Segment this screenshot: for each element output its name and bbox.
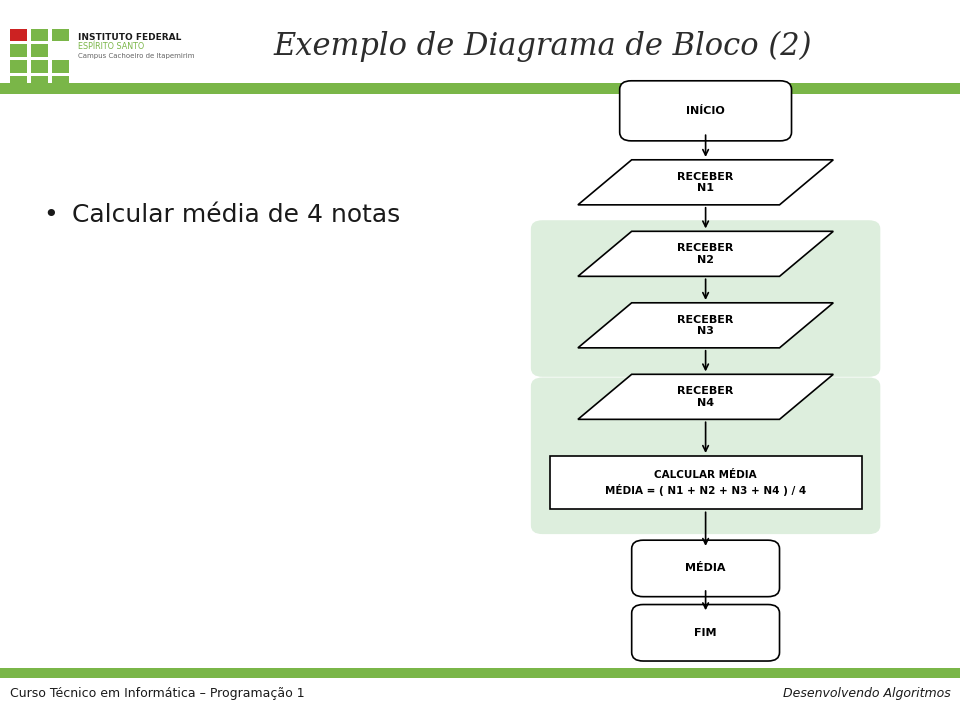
Text: FIM: FIM — [694, 628, 717, 638]
Text: Curso Técnico em Informática – Programação 1: Curso Técnico em Informática – Programaç… — [10, 687, 304, 700]
FancyBboxPatch shape — [620, 81, 791, 141]
FancyBboxPatch shape — [31, 60, 48, 73]
Text: Calcular média de 4 notas: Calcular média de 4 notas — [72, 202, 400, 227]
FancyBboxPatch shape — [0, 668, 960, 678]
Polygon shape — [578, 375, 833, 419]
FancyBboxPatch shape — [31, 76, 48, 89]
FancyBboxPatch shape — [531, 220, 880, 377]
Text: INÍCIO: INÍCIO — [686, 106, 725, 116]
FancyBboxPatch shape — [10, 44, 27, 57]
Text: CALCULAR MÉDIA
MÉDIA = ( N1 + N2 + N3 + N4 ) / 4: CALCULAR MÉDIA MÉDIA = ( N1 + N2 + N3 + … — [605, 470, 806, 495]
Polygon shape — [578, 231, 833, 276]
Text: RECEBER
N3: RECEBER N3 — [678, 315, 733, 336]
Text: RECEBER
N4: RECEBER N4 — [678, 386, 733, 408]
Text: •: • — [43, 202, 58, 227]
FancyBboxPatch shape — [10, 76, 27, 89]
Text: RECEBER
N1: RECEBER N1 — [678, 172, 733, 193]
FancyBboxPatch shape — [0, 83, 960, 94]
FancyBboxPatch shape — [10, 29, 27, 41]
FancyBboxPatch shape — [52, 76, 69, 89]
Text: MÉDIA: MÉDIA — [685, 563, 726, 573]
Text: Desenvolvendo Algoritmos: Desenvolvendo Algoritmos — [782, 687, 950, 700]
FancyBboxPatch shape — [31, 29, 48, 41]
FancyBboxPatch shape — [632, 541, 780, 596]
FancyBboxPatch shape — [549, 456, 861, 509]
FancyBboxPatch shape — [531, 378, 880, 534]
FancyBboxPatch shape — [632, 604, 780, 661]
Text: Campus Cachoeiro de Itapemirim: Campus Cachoeiro de Itapemirim — [78, 53, 194, 59]
Text: ESPÍRITO SANTO: ESPÍRITO SANTO — [78, 42, 144, 51]
FancyBboxPatch shape — [31, 44, 48, 57]
Polygon shape — [578, 303, 833, 347]
FancyBboxPatch shape — [52, 60, 69, 73]
Text: INSTITUTO FEDERAL: INSTITUTO FEDERAL — [78, 33, 181, 41]
FancyBboxPatch shape — [52, 29, 69, 41]
Polygon shape — [578, 160, 833, 204]
Text: Exemplo de Diagrama de Bloco (2): Exemplo de Diagrama de Bloco (2) — [274, 31, 811, 62]
Text: RECEBER
N2: RECEBER N2 — [678, 243, 733, 265]
FancyBboxPatch shape — [10, 60, 27, 73]
